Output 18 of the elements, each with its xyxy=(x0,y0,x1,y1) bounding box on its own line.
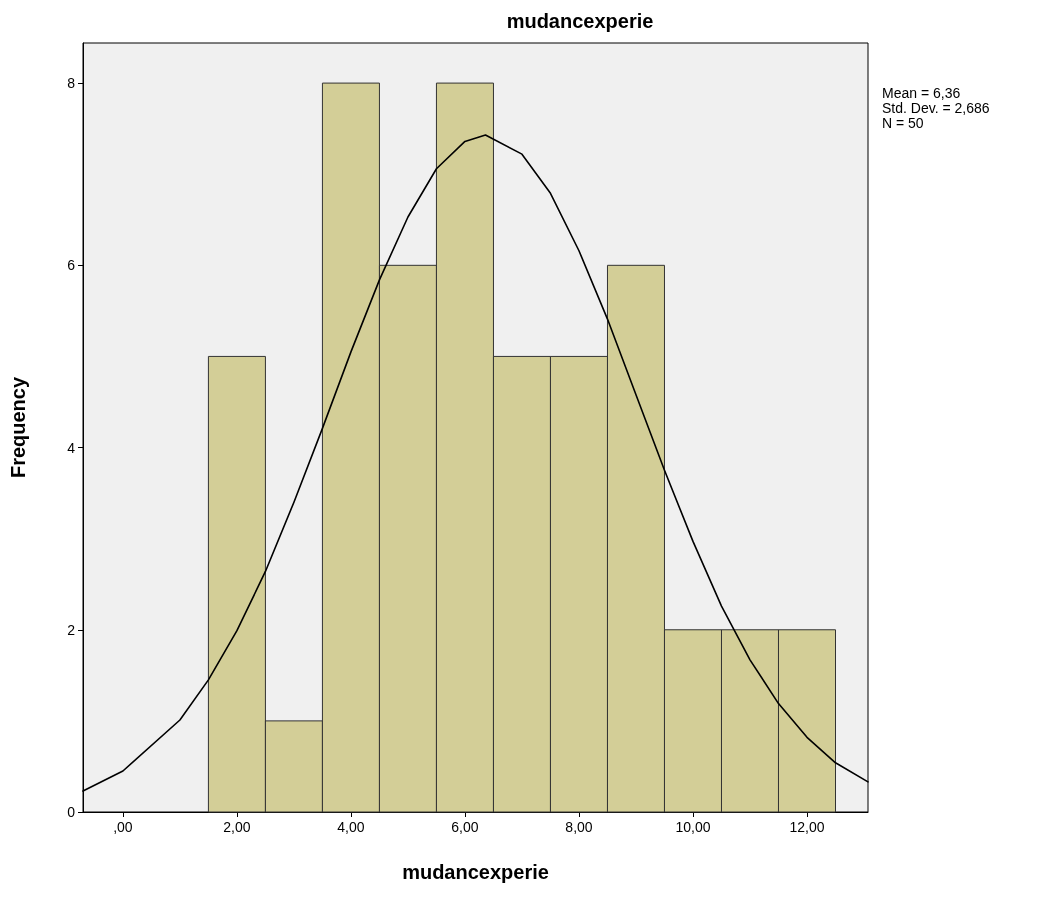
y-tick-label: 6 xyxy=(67,257,76,274)
x-tick-label: 6,00 xyxy=(451,819,479,835)
y-tick-label: 0 xyxy=(67,804,76,820)
chart-title: mudancexperie xyxy=(506,10,654,32)
text: Mean = 6,36 xyxy=(882,85,961,101)
text: Std. Dev. = 2,686 xyxy=(882,100,990,116)
x-tick-label: 2,00 xyxy=(223,819,251,835)
x-axis-title: mudancexperie xyxy=(402,861,549,883)
x-tick-label: 4,00 xyxy=(337,819,365,835)
y-tick-label: 2 xyxy=(67,621,76,638)
y-axis-title: Frequency xyxy=(7,376,29,479)
y-tick-label: 8 xyxy=(67,75,76,92)
y-tick-label: 4 xyxy=(67,439,76,456)
x-tick-label: 8,00 xyxy=(565,819,593,835)
x-tick-label: 10,00 xyxy=(675,819,711,835)
x-tick-label: 12,00 xyxy=(789,819,825,835)
x-tick-label: ,00 xyxy=(113,819,133,835)
text: N = 50 xyxy=(882,115,924,131)
